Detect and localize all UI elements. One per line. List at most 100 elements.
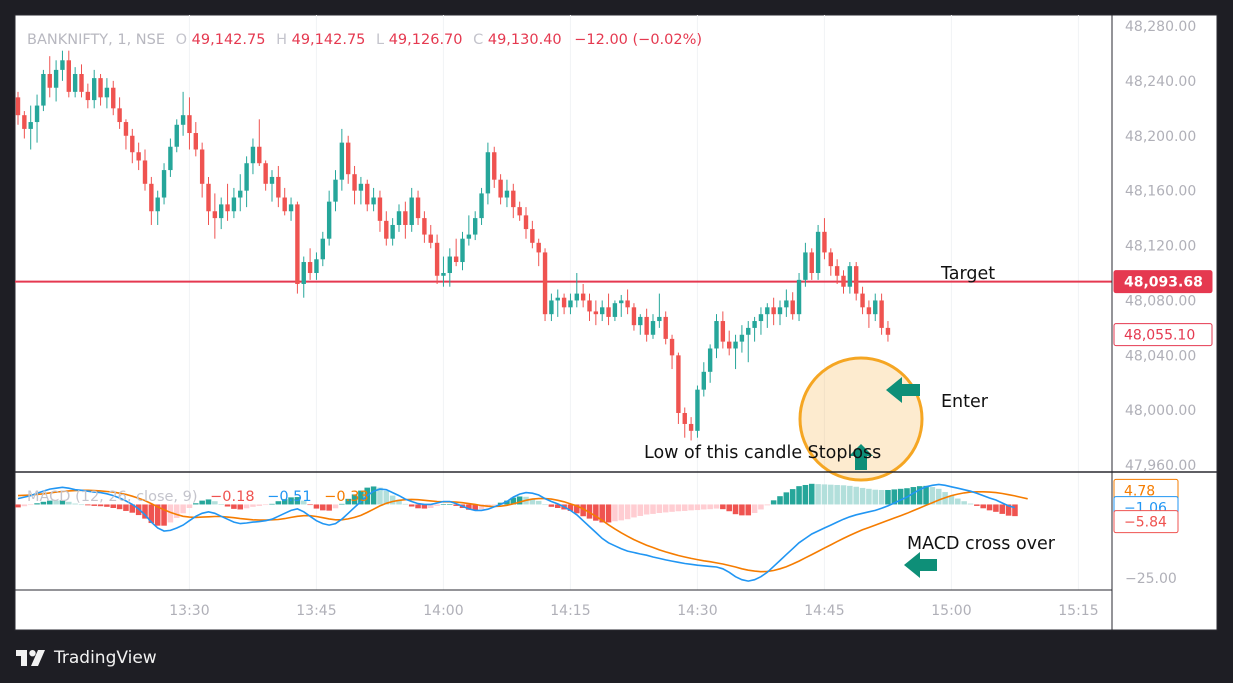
candle-body [231,197,237,212]
macd-hist-bar [250,504,256,507]
candle-body [92,78,97,101]
tradingview-logo[interactable]: TradingView [16,646,157,670]
candle [796,273,802,322]
candle-body [650,321,656,335]
time-tick-label: 15:00 [931,603,971,619]
macd-hist-bar [326,504,332,511]
macd-hist-bar [828,484,834,505]
macd-hist-bar [974,504,980,506]
price-tick-label: 48,040.00 [1125,348,1196,364]
macd-hist-bar [104,504,110,507]
candle-body [403,211,408,225]
candle [352,165,357,205]
candle [669,334,675,370]
candle [180,91,186,136]
candle-body [358,183,364,191]
macd-hist-bar [548,504,555,507]
candle [34,94,40,143]
macd-hist-bar [478,504,485,510]
candle [371,187,376,212]
candle [174,119,179,153]
candle-body [244,163,249,191]
macd-hist-bar [440,504,447,505]
enter-arrow-icon [886,377,920,403]
candle [784,289,789,317]
candle-body [574,293,579,301]
candle [231,187,237,219]
candle-body [511,190,516,208]
macd-hist-bar [212,501,218,505]
time-tick-label: 14:00 [423,603,463,619]
candle-body [85,91,91,101]
macd-hist-bar [745,504,752,516]
candle-body [269,176,275,184]
candle-body [530,229,535,243]
macd-hist-bar [427,504,434,508]
price-tick-label: 47,960.00 [1125,458,1196,474]
candle-body [41,74,46,106]
macd-hist-bar [713,504,720,509]
brand-name: TradingView [54,648,157,668]
macd-hist-bar [281,499,288,505]
candle-body [879,300,884,328]
price-tick-label: 48,120.00 [1125,239,1196,255]
candle [85,83,91,109]
candle [28,105,33,150]
candle-body [866,307,872,315]
candle [377,190,383,232]
candle [447,248,452,287]
candle [441,256,446,287]
candle [225,183,230,221]
macd-hist-bar [631,504,637,518]
candle [663,311,668,345]
candle [790,292,795,320]
candle [155,190,160,225]
candle-body [168,146,173,171]
macd-hist-bar [910,487,917,505]
candle [92,69,97,109]
macd-hist-bar [999,504,1006,514]
macd-hist-bar [637,504,644,516]
candlestick-series[interactable] [15,50,891,441]
macd-hist-bar [46,500,53,505]
macd-hist-bar [167,504,174,523]
candle [66,50,71,98]
legend-header[interactable]: BANKNIFTY, 1, NSE O 49,142.75 H 49,142.7… [27,32,702,48]
candle [498,174,503,205]
candle [320,231,325,267]
macd-hist-bar [383,490,390,505]
candle [707,344,713,383]
candle-body [314,259,319,274]
candle [453,238,459,267]
candle [79,64,84,98]
candle-body [142,160,148,184]
candle-body [644,316,649,335]
high-value: 49,142.75 [292,32,366,48]
macd-hist-bar [415,504,421,509]
candle [403,201,408,239]
macd-hist-bar [955,498,961,505]
macd-hist-bar [408,504,415,507]
candle [568,293,573,315]
macd-hist-bar [694,504,701,511]
macd-hist-bar [859,487,866,505]
candle-body [295,204,300,284]
candle-body [390,224,395,239]
time-tick-label: 15:15 [1058,603,1098,619]
macd-line [17,483,1016,582]
candle-body [98,78,103,98]
macd-legend[interactable]: MACD (12, 26, close, 9) −0.18 −0.51 −0.3… [27,489,369,505]
time-axis[interactable]: 13:30 13:45 14:00 14:15 14:30 14:45 15:00 15:15 [169,603,1098,619]
macd-hist-bar [662,504,669,513]
macd-hist-bar [402,503,409,505]
macd-hist-bar [967,503,974,505]
candle [257,119,262,166]
macd-hist-bar [961,501,967,505]
candle-body [193,133,198,150]
candle-body [130,135,135,153]
candle-body [117,108,122,123]
price-tick-label: 48,240.00 [1125,74,1196,90]
candle [555,289,560,317]
price-axis[interactable]: 48,280.00 48,240.00 48,200.00 48,160.00 48,1… [1125,19,1196,587]
candle [720,311,726,349]
